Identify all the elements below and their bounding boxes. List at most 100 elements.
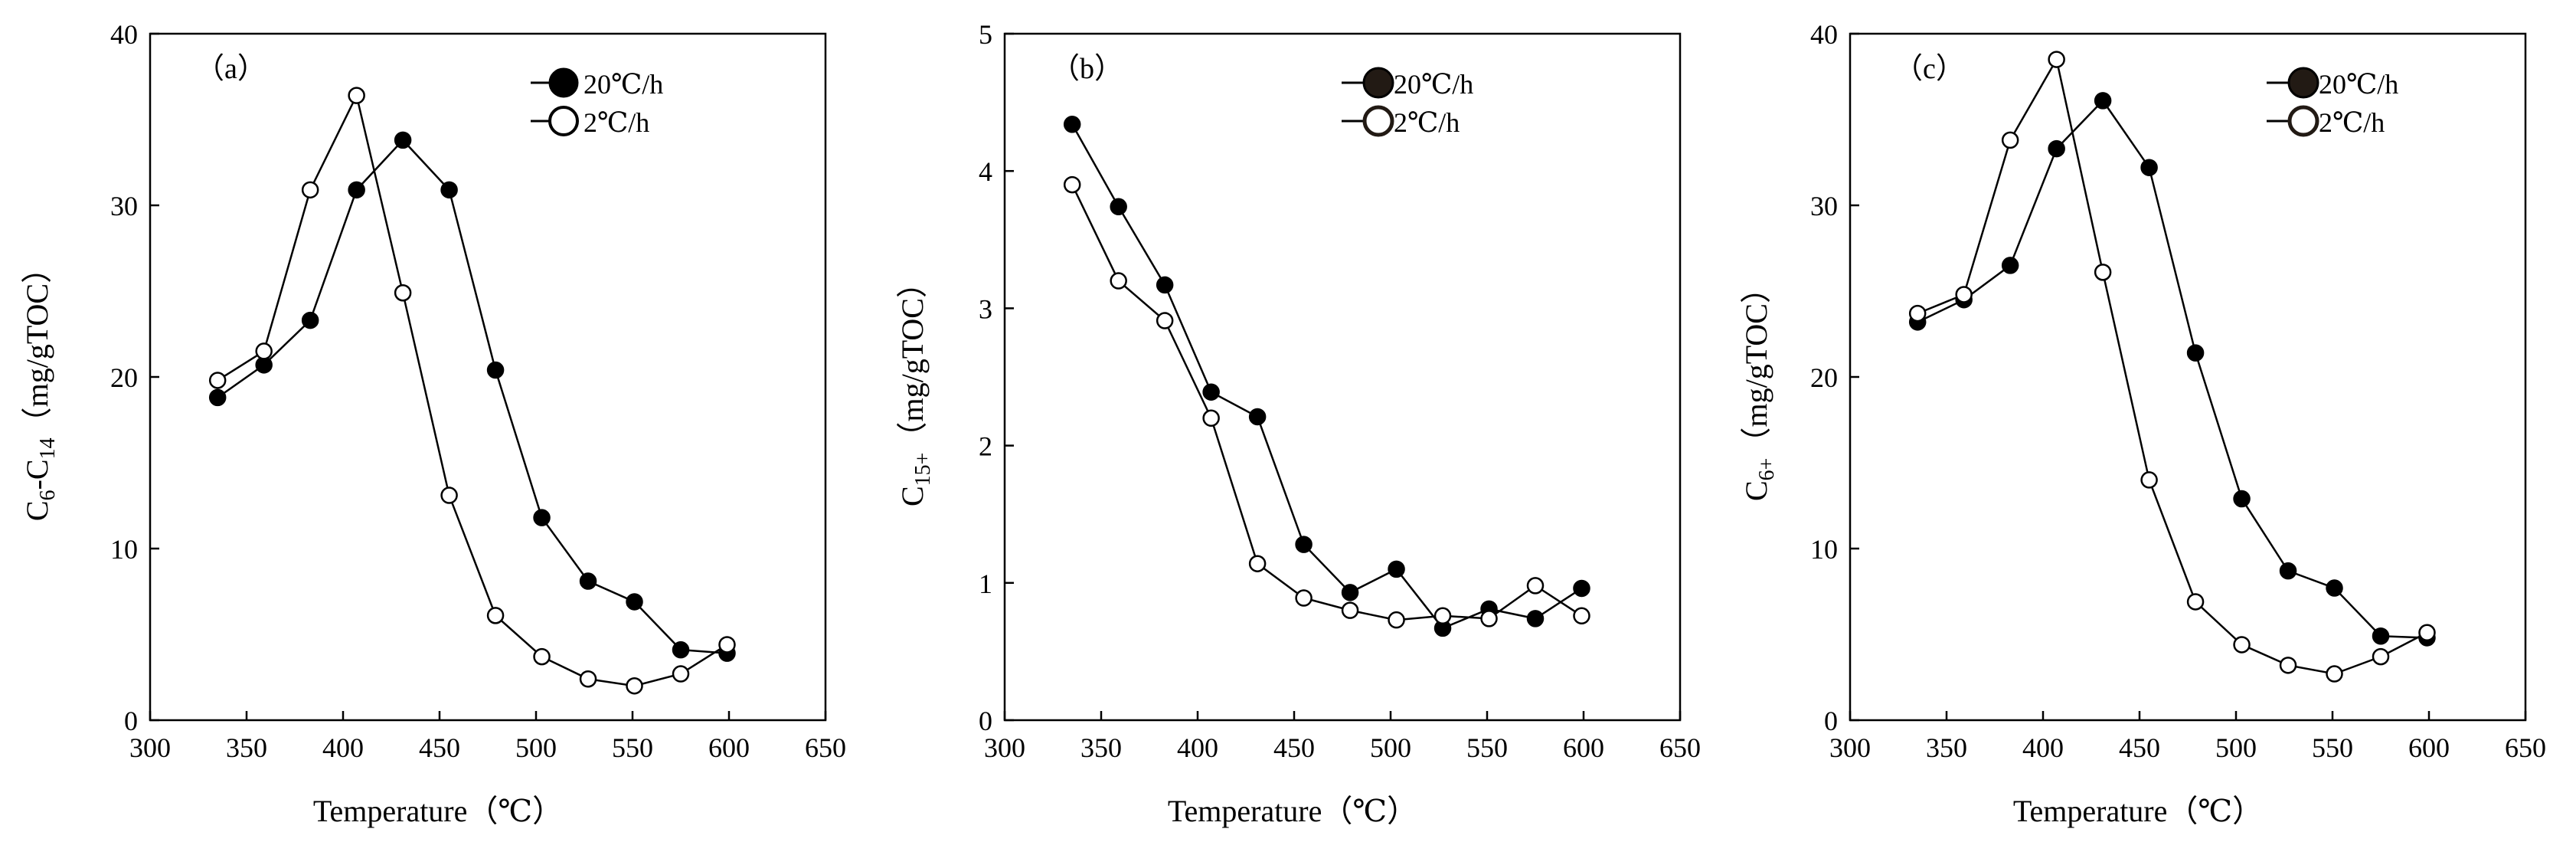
- data-point-20C-per-h: [208, 388, 227, 407]
- data-point-20C-per-h: [486, 361, 505, 379]
- x-tick-label: 350: [226, 732, 267, 763]
- legend-label-2: 2℃/h: [2319, 107, 2385, 138]
- x-tick-label: 400: [322, 732, 364, 763]
- y-tick-label: 0: [1824, 706, 1838, 736]
- data-point-2C-per-h: [1248, 555, 1267, 572]
- y-title-sub2: 14: [36, 437, 60, 459]
- legend-marker-filled: [1362, 67, 1394, 99]
- legend-marker-filled: [548, 67, 579, 98]
- x-axis-title: Temperature（℃）: [2013, 794, 2263, 828]
- panel-label: （c）: [1894, 53, 1965, 85]
- data-point-2C-per-h: [208, 372, 227, 389]
- data-point-20C-per-h: [626, 593, 643, 611]
- data-point-20C-per-h: [2140, 159, 2158, 176]
- data-point-2C-per-h: [1110, 272, 1127, 290]
- data-point-2C-per-h: [1388, 611, 1405, 629]
- data-point-20C-per-h: [1156, 276, 1174, 294]
- data-point-2C-per-h: [1573, 607, 1590, 625]
- data-point-2C-per-h: [2279, 657, 2297, 674]
- x-tick-label: 300: [1829, 732, 1871, 763]
- data-point-2C-per-h: [1202, 409, 1220, 428]
- y-title-unit: （mg/gTOC）: [20, 253, 54, 438]
- series-line-20C-per-h: [1071, 123, 1583, 630]
- data-point-2C-per-h: [2094, 264, 2112, 281]
- data-point-2C-per-h: [1480, 610, 1498, 627]
- data-point-2C-per-h: [2140, 471, 2158, 489]
- data-point-2C-per-h: [2048, 51, 2065, 68]
- x-tick-label: 500: [1370, 732, 1411, 763]
- y-tick-label: 30: [1810, 191, 1838, 221]
- data-point-2C-per-h: [1526, 577, 1545, 595]
- data-point-2C-per-h: [1063, 175, 1081, 194]
- y-tick-label: 10: [110, 534, 138, 565]
- y-title-sub1: 6+: [1755, 458, 1779, 481]
- data-point-20C-per-h: [440, 181, 458, 199]
- plot-frame: [1849, 32, 2527, 722]
- data-point-20C-per-h: [348, 181, 365, 199]
- y-title-base: C: [1739, 480, 1773, 501]
- y-tick-label: 40: [110, 19, 138, 50]
- data-point-20C-per-h: [579, 572, 597, 590]
- data-point-2C-per-h: [1955, 286, 1973, 303]
- x-tick-label: 350: [1080, 732, 1122, 763]
- data-point-2C-per-h: [2001, 131, 2019, 149]
- y-title-base: C: [20, 500, 54, 521]
- x-tick-label: 650: [1659, 732, 1701, 763]
- panel-label: （b）: [1051, 53, 1123, 85]
- data-point-20C-per-h: [1573, 579, 1590, 598]
- x-tick-label: 350: [1926, 732, 1967, 763]
- data-point-20C-per-h: [394, 131, 412, 149]
- panel-b: （b） Temperature（℃） C15+（mg/gTOC） 20℃/h 2…: [895, 19, 1701, 828]
- data-point-2C-per-h: [2372, 647, 2390, 666]
- y-tick-label: 5: [979, 19, 992, 50]
- data-point-20C-per-h: [1295, 536, 1313, 553]
- x-tick-label: 550: [612, 732, 653, 763]
- series-line-2C-per-h: [1071, 184, 1583, 621]
- panel-label: （a）: [195, 53, 266, 85]
- data-point-20C-per-h: [533, 509, 551, 526]
- legend-marker-open: [2287, 105, 2319, 137]
- y-tick-label: 10: [1810, 534, 1838, 565]
- data-point-2C-per-h: [718, 636, 736, 654]
- y-title-base: C: [895, 486, 930, 506]
- data-point-20C-per-h: [2048, 139, 2065, 158]
- data-point-2C-per-h: [301, 181, 319, 199]
- y-tick-label: 30: [110, 191, 138, 221]
- x-tick-label: 500: [515, 732, 557, 763]
- y-title-mid: -C: [20, 459, 54, 490]
- y-tick-label: 4: [979, 156, 992, 187]
- legend-label-20: 20℃/h: [2319, 69, 2398, 100]
- y-tick-label: 0: [124, 706, 138, 736]
- data-point-2C-per-h: [348, 87, 365, 104]
- data-point-20C-per-h: [1063, 116, 1081, 133]
- data-point-2C-per-h: [1433, 607, 1452, 625]
- y-title-sub1: 15+: [911, 453, 935, 487]
- x-tick-label: 300: [129, 732, 171, 763]
- data-point-2C-per-h: [579, 670, 597, 688]
- legend: 20℃/h 2℃/h: [531, 67, 663, 138]
- data-point-20C-per-h: [1526, 610, 1545, 627]
- data-point-2C-per-h: [1295, 589, 1313, 607]
- data-point-20C-per-h: [1202, 383, 1220, 401]
- x-tick-label: 600: [708, 732, 750, 763]
- y-tick-label: 0: [979, 706, 992, 736]
- data-point-20C-per-h: [1110, 198, 1127, 216]
- legend-label-2: 2℃/h: [1394, 107, 1460, 138]
- plot-frame: [1003, 32, 1682, 722]
- data-point-2C-per-h: [2418, 624, 2436, 642]
- data-point-2C-per-h: [1341, 601, 1359, 619]
- y-tick-label: 40: [1810, 19, 1838, 50]
- y-title-unit: （mg/gTOC）: [895, 267, 930, 453]
- x-tick-label: 650: [805, 732, 846, 763]
- legend: 20℃/h 2℃/h: [2267, 67, 2398, 138]
- y-tick-label: 1: [979, 568, 992, 599]
- x-tick-label: 300: [984, 732, 1025, 763]
- data-point-2C-per-h: [440, 487, 458, 504]
- data-point-2C-per-h: [255, 342, 273, 360]
- legend-marker-open: [548, 106, 579, 136]
- series-line-2C-per-h: [1917, 57, 2428, 675]
- data-point-2C-per-h: [1156, 312, 1174, 329]
- legend-label-2: 2℃/h: [584, 107, 649, 138]
- data-point-2C-per-h: [2326, 665, 2343, 683]
